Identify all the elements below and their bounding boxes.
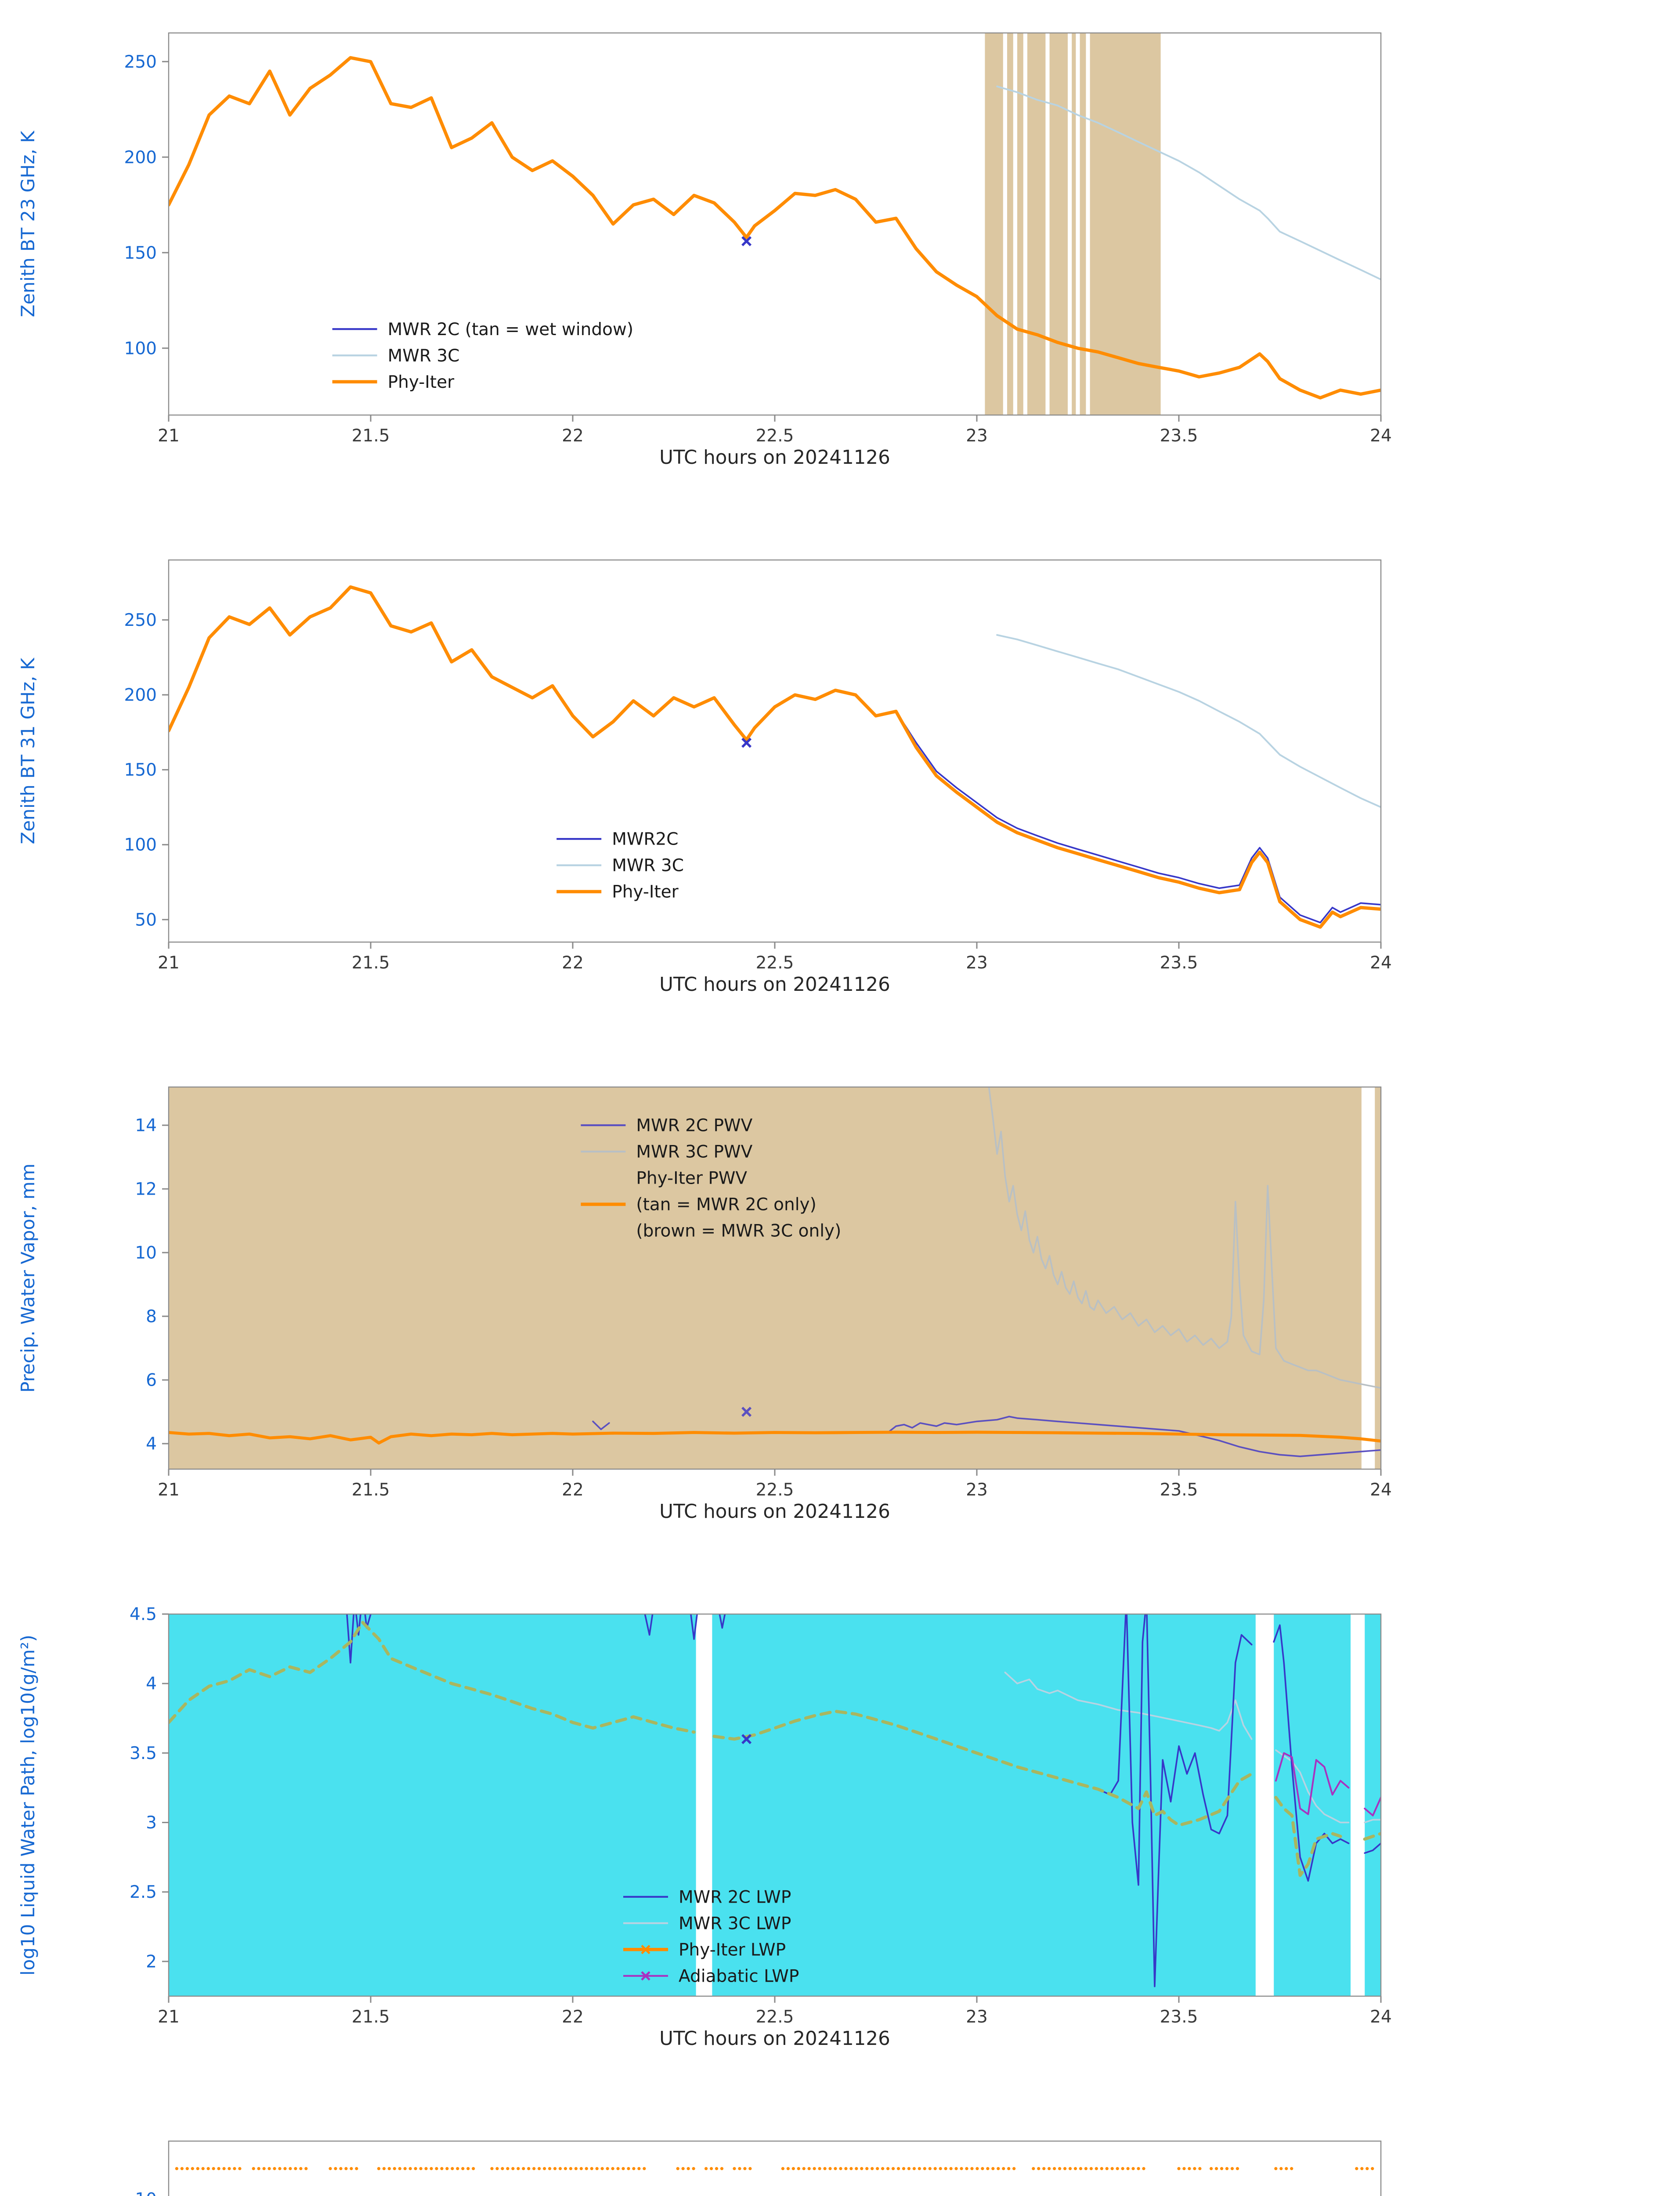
svg-text:MWR 2C (tan = wet window): MWR 2C (tan = wet window)	[388, 320, 634, 340]
svg-text:23: 23	[966, 953, 988, 973]
svg-text:22.5: 22.5	[756, 953, 794, 973]
svg-text:250: 250	[124, 52, 157, 72]
svg-text:Phy-Iter: Phy-Iter	[612, 882, 679, 902]
svg-text:22: 22	[562, 1480, 584, 1500]
svg-text:21.5: 21.5	[352, 1480, 390, 1500]
svg-text:21: 21	[158, 2007, 180, 2027]
svg-text:24: 24	[1370, 953, 1392, 973]
svg-text:MWR2C: MWR2C	[612, 830, 678, 849]
svg-text:100: 100	[124, 339, 157, 358]
svg-text:3: 3	[146, 1813, 157, 1833]
plot-canvas-bt23: 21 21.5 22 22.5 23 23.5 24 100 150 200 250 MWR 2C (…	[124, 32, 1392, 446]
svg-text:250: 250	[124, 610, 157, 630]
svg-text:22.5: 22.5	[756, 2007, 794, 2027]
plot-canvas-pwv: 21 21.5 22 22.5 23 23.5 24 4 6 8 10 12 14 MWR 2C PWV M…	[135, 1086, 1392, 1500]
svg-text:23: 23	[966, 426, 988, 446]
svg-text:23: 23	[966, 2007, 988, 2027]
svg-text:MWR 2C PWV: MWR 2C PWV	[636, 1116, 752, 1136]
svg-text:50: 50	[135, 910, 157, 930]
svg-text:Phy-Iter PWV: Phy-Iter PWV	[636, 1169, 747, 1188]
chart-dq-flag: MWR Phy Iter DQ Flag 2121.52222.52323.52…	[0, 2108, 1680, 2196]
svg-text:150: 150	[124, 760, 157, 780]
svg-text:Adiabatic LWP: Adiabatic LWP	[679, 1966, 799, 1986]
svg-text:8: 8	[146, 1307, 157, 1327]
chart-zenith-bt-31ghz: Zenith BT 31 GHz, K 21 21.5 22 22.5 23 23.5 24…	[0, 527, 1680, 1054]
svg-text:100: 100	[124, 835, 157, 855]
chart-zenith-bt-23ghz: Zenith BT 23 GHz, K 21 21.5 22 22.5 23 23.5 24…	[0, 0, 1680, 527]
x-axis-label: UTC hours on 20241126	[659, 975, 890, 996]
svg-text:6: 6	[146, 1371, 157, 1391]
svg-text:200: 200	[124, 148, 157, 167]
svg-text:Phy-Iter: Phy-Iter	[388, 372, 455, 392]
svg-text:22: 22	[562, 426, 584, 446]
svg-text:MWR 3C PWV: MWR 3C PWV	[636, 1142, 752, 1162]
x-axis-label: UTC hours on 20241126	[659, 2029, 890, 2050]
chart-liquid-water-path: log10 Liquid Water Path, log10(g/m²) 21 2…	[0, 1581, 1680, 2108]
svg-text:21: 21	[158, 426, 180, 446]
svg-text:4.5: 4.5	[130, 1605, 157, 1625]
svg-text:23.5: 23.5	[1160, 1480, 1198, 1500]
svg-text:200: 200	[124, 686, 157, 705]
svg-text:(tan = MWR 2C only): (tan = MWR 2C only)	[636, 1195, 816, 1215]
svg-text:Phy-Iter LWP: Phy-Iter LWP	[679, 1940, 786, 1960]
svg-text:(brown = MWR 3C only): (brown = MWR 3C only)	[636, 1221, 841, 1241]
svg-text:21.5: 21.5	[352, 426, 390, 446]
svg-text:21: 21	[158, 953, 180, 973]
svg-text:3.5: 3.5	[130, 1744, 157, 1763]
svg-text:4: 4	[146, 1434, 157, 1454]
svg-text:4: 4	[146, 1674, 157, 1694]
svg-text:2.5: 2.5	[130, 1882, 157, 1902]
svg-text:MWR 3C: MWR 3C	[612, 856, 684, 876]
x-axis-label: UTC hours on 20241126	[659, 448, 890, 469]
plot-canvas-bt31: 21 21.5 22 22.5 23 23.5 24 50 100 150 200 250 MWR2C M…	[124, 559, 1392, 973]
svg-text:2: 2	[146, 1952, 157, 1972]
svg-text:MWR 2C LWP: MWR 2C LWP	[679, 1887, 791, 1907]
svg-text:23.5: 23.5	[1160, 2007, 1198, 2027]
svg-text:22.5: 22.5	[756, 426, 794, 446]
svg-text:MWR 3C: MWR 3C	[388, 346, 460, 366]
svg-text:24: 24	[1370, 1480, 1392, 1500]
svg-text:22: 22	[562, 2007, 584, 2027]
svg-text:22: 22	[562, 953, 584, 973]
svg-text:23.5: 23.5	[1160, 953, 1198, 973]
svg-text:21.5: 21.5	[352, 2007, 390, 2027]
svg-text:12: 12	[135, 1180, 157, 1199]
svg-text:MWR 3C LWP: MWR 3C LWP	[679, 1914, 791, 1933]
svg-text:150: 150	[124, 243, 157, 263]
svg-text:10: 10	[135, 1243, 157, 1263]
chart-precip-water-vapor: Precip. Water Vapor, mm 21 21.5 22 22.5 23 23…	[0, 1054, 1680, 1581]
svg-text:21.5: 21.5	[352, 953, 390, 973]
svg-text:23: 23	[966, 1480, 988, 1500]
svg-text:21: 21	[158, 1480, 180, 1500]
svg-text:23.5: 23.5	[1160, 426, 1198, 446]
svg-text:24: 24	[1370, 2007, 1392, 2027]
svg-text:22.5: 22.5	[756, 1480, 794, 1500]
svg-text:14: 14	[135, 1116, 157, 1136]
svg-text:10: 10	[135, 2190, 157, 2196]
svg-text:24: 24	[1370, 426, 1392, 446]
x-axis-label: UTC hours on 20241126	[659, 1502, 890, 1523]
